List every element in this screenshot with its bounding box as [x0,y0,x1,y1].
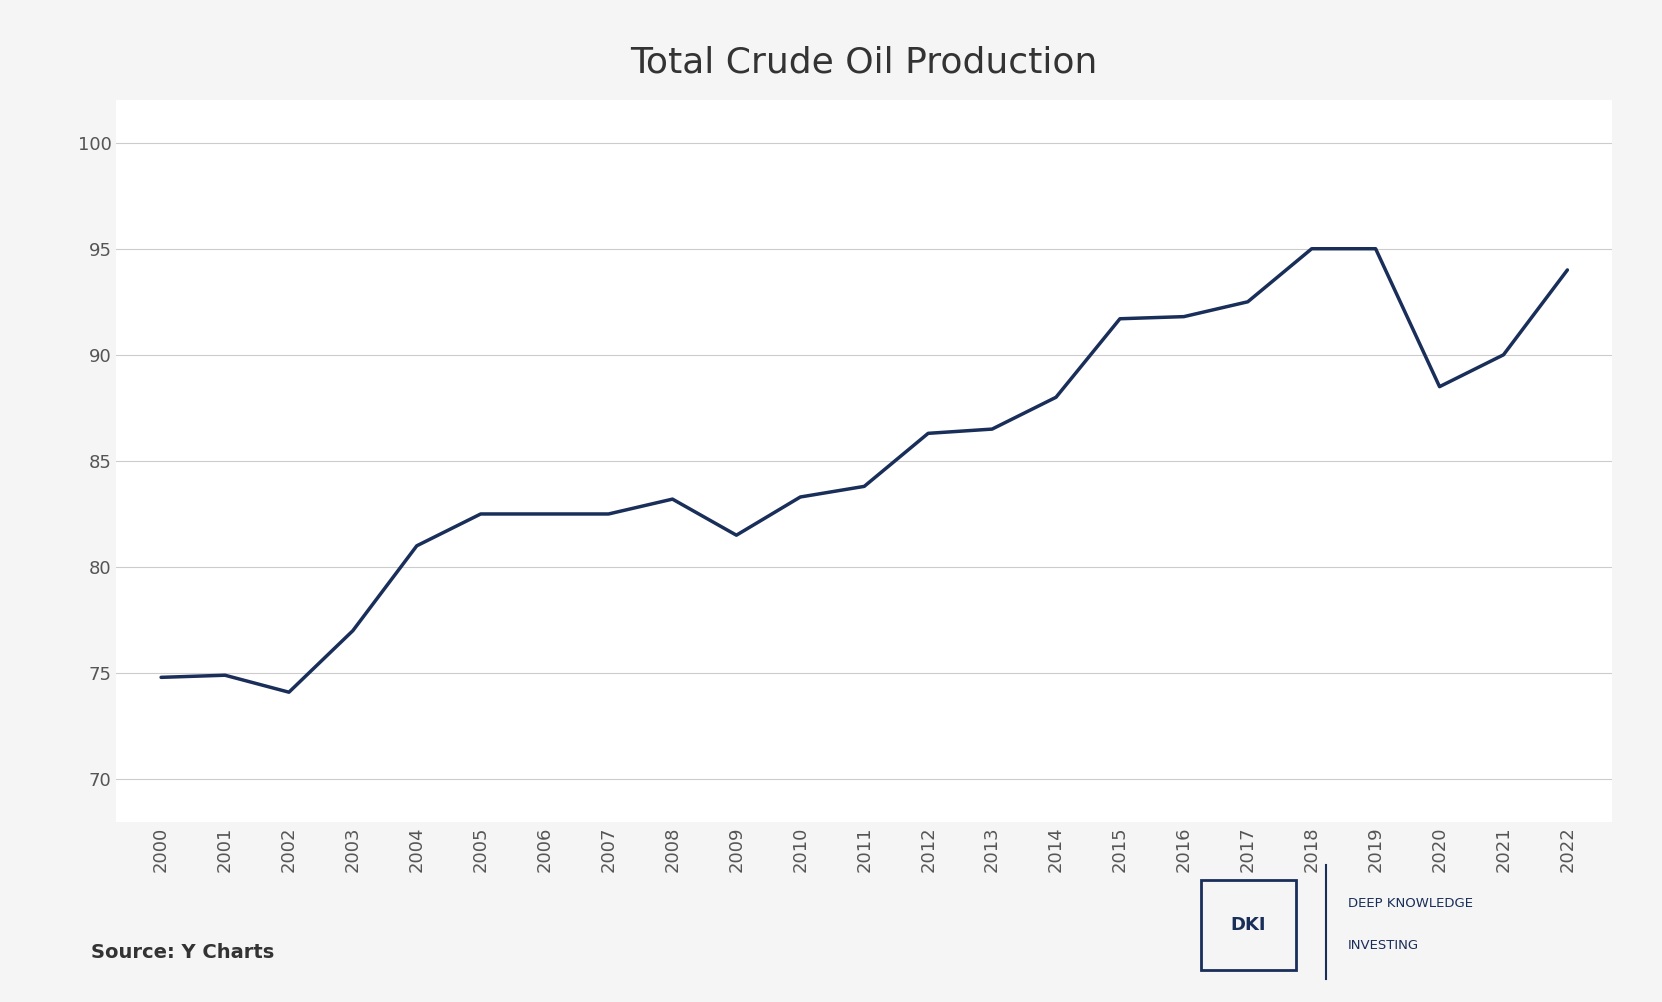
Title: Total Crude Oil Production: Total Crude Oil Production [630,45,1099,79]
Text: INVESTING: INVESTING [1348,940,1419,952]
Text: DEEP KNOWLEDGE: DEEP KNOWLEDGE [1348,898,1473,910]
Text: Source: Y Charts: Source: Y Charts [91,943,274,962]
Text: DKI: DKI [1232,916,1266,934]
Bar [1202,880,1296,970]
